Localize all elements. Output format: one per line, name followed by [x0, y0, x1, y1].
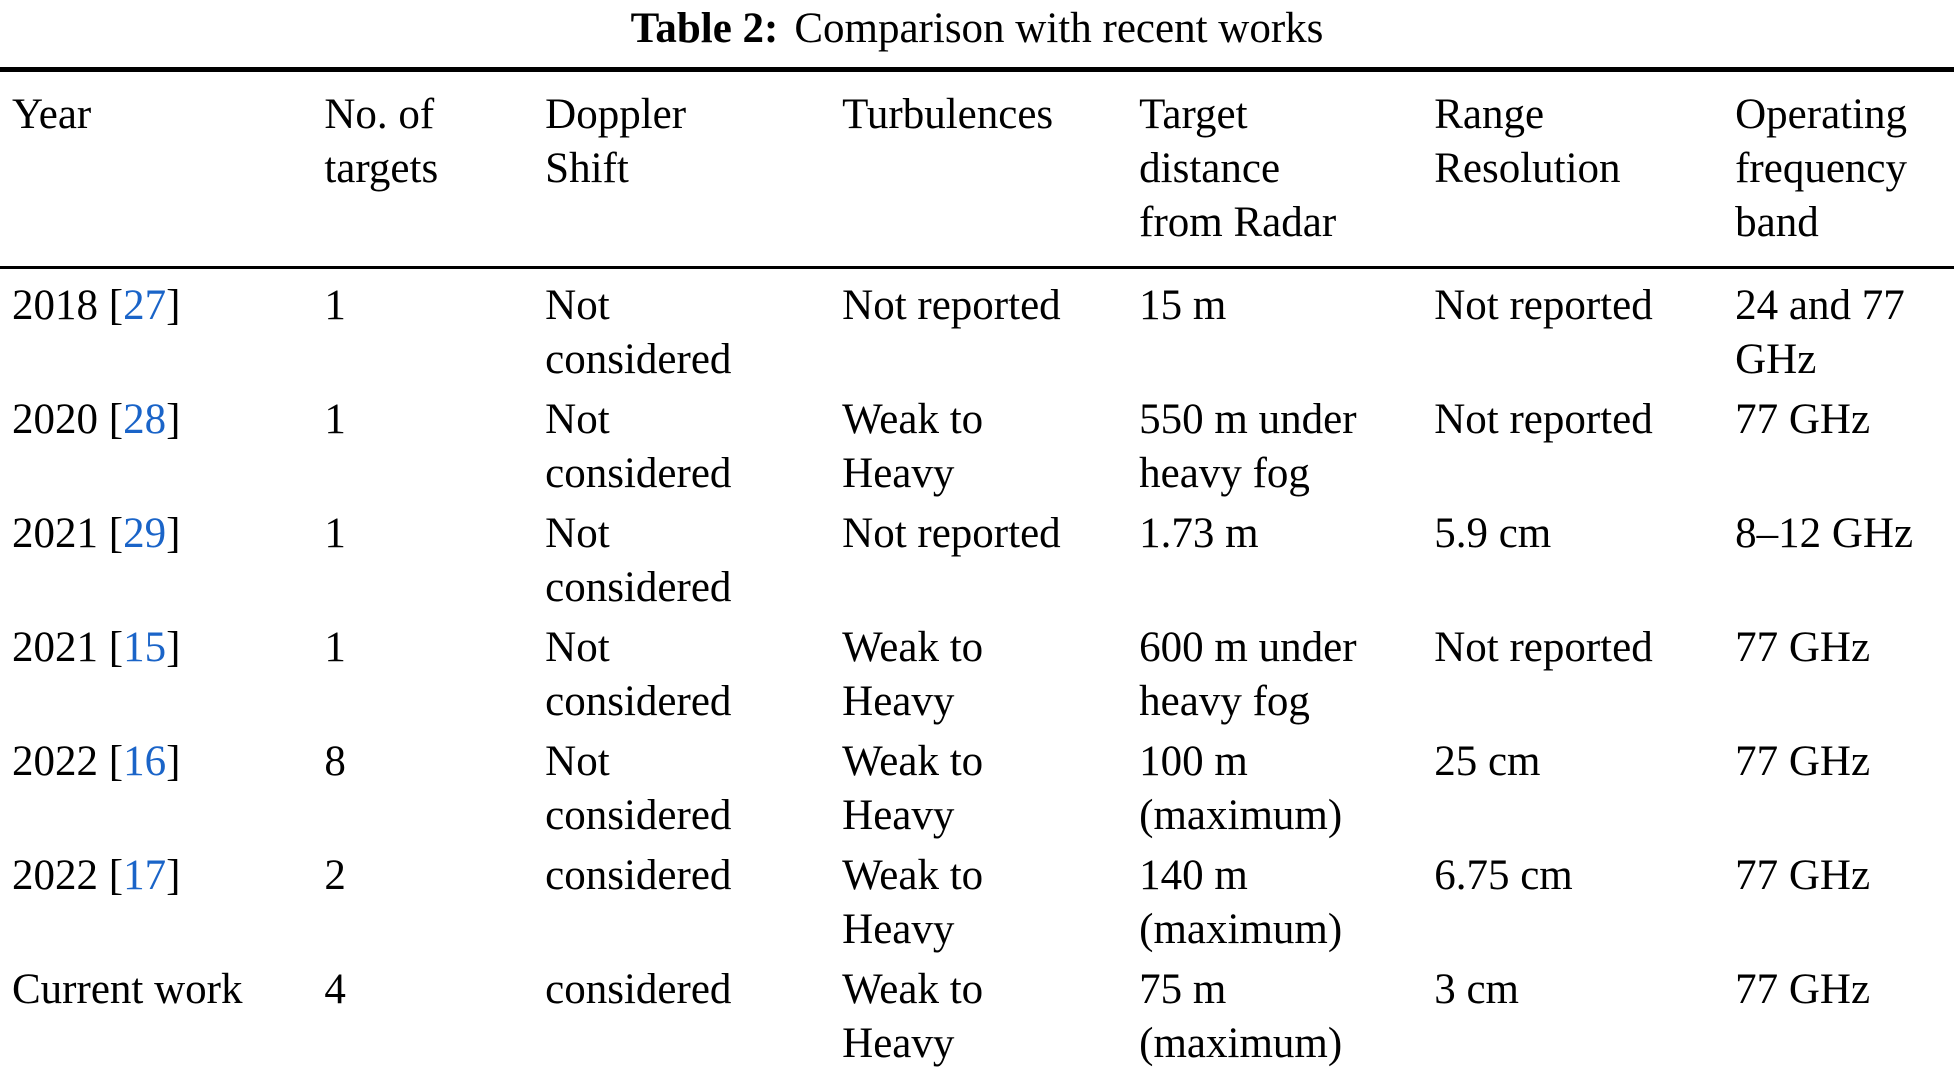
column-header-doppler-shift: Doppler Shift — [545, 69, 843, 269]
cell-turbulences: Not reported — [842, 510, 1061, 557]
cell-year: 2020 [28] — [0, 390, 324, 504]
cell-targets: 1 — [324, 396, 346, 443]
cell-year: 2018 [27] — [0, 268, 324, 391]
table-row: 2018 [27] 1 Not considered Not reported 15 m… — [0, 268, 1954, 391]
year-text: 2022 — [12, 738, 98, 785]
citation-bracket-open: [ — [98, 738, 124, 785]
table-row: 2020 [28] 1 Not considered Weak to Heavy 550… — [0, 390, 1954, 504]
citation-bracket-close: ] — [166, 282, 181, 329]
citation-bracket-open: [ — [98, 510, 124, 557]
citation-bracket-open: [ — [98, 282, 124, 329]
cell-turbulences: Not reported — [842, 282, 1061, 329]
cell-doppler-shift: Not considered — [545, 510, 732, 611]
header-row: Year No. of targets Doppler Shift Turbulenc… — [0, 69, 1954, 269]
table-caption-label: Table 2: — [630, 5, 779, 52]
citation-bracket-close: ] — [166, 624, 181, 671]
citation-link[interactable]: 16 — [123, 738, 167, 785]
cell-turbulences: Weak to Heavy — [842, 624, 984, 725]
cell-target-distance: 140 m (maximum) — [1139, 852, 1343, 953]
citation-bracket-open: [ — [98, 852, 124, 899]
table-caption-text: Comparison with recent works — [794, 5, 1324, 52]
citation-link[interactable]: 28 — [123, 396, 167, 443]
cell-target-distance: 600 m under heavy fog — [1139, 624, 1357, 725]
year-text: 2020 — [12, 396, 98, 443]
cell-frequency-band: 77 GHz — [1735, 396, 1871, 443]
citation-bracket-close: ] — [166, 396, 181, 443]
citation-bracket-close: ] — [166, 510, 181, 557]
cell-range-resolution: 3 cm — [1434, 966, 1519, 1013]
year-text: 2021 — [12, 624, 98, 671]
cell-range-resolution: Not reported — [1434, 282, 1653, 329]
cell-doppler-shift: considered — [545, 966, 732, 1013]
cell-doppler-shift: Not considered — [545, 282, 732, 383]
table-caption: Table 2: Comparison with recent works — [0, 0, 1954, 54]
cell-frequency-band: 77 GHz — [1735, 852, 1871, 899]
table-row: 2021 [15] 1 Not considered Weak to Heavy 600… — [0, 618, 1954, 732]
cell-year: 2022 [17] — [0, 846, 324, 960]
citation-link[interactable]: 15 — [123, 624, 167, 671]
column-header-turbulences: Turbulences — [842, 69, 1140, 269]
cell-range-resolution: 25 cm — [1434, 738, 1541, 785]
cell-frequency-band: 77 GHz — [1735, 624, 1871, 671]
cell-range-resolution: 5.9 cm — [1434, 510, 1552, 557]
cell-target-distance: 75 m (maximum) — [1139, 966, 1343, 1067]
table-row: 2022 [16] 8 Not considered Weak to Heavy 100… — [0, 732, 1954, 846]
cell-turbulences: Weak to Heavy — [842, 396, 984, 497]
table-row: 2021 [29] 1 Not considered Not reported 1.73… — [0, 504, 1954, 618]
cell-doppler-shift: Not considered — [545, 738, 732, 839]
year-text: 2021 — [12, 510, 98, 557]
cell-target-distance: 100 m (maximum) — [1139, 738, 1343, 839]
cell-doppler-shift: considered — [545, 852, 732, 899]
table-row: 2022 [17] 2 considered Weak to Heavy 140 m (… — [0, 846, 1954, 960]
column-header-frequency-band: Operating frequency band — [1735, 69, 1954, 269]
column-header-targets: No. of targets — [324, 69, 546, 269]
year-text: Current work — [12, 966, 243, 1013]
citation-link[interactable]: 27 — [123, 282, 167, 329]
cell-year: 2021 [15] — [0, 618, 324, 732]
comparison-table: Year No. of targets Doppler Shift Turbulenc… — [0, 67, 1954, 1079]
cell-range-resolution: Not reported — [1434, 624, 1653, 671]
cell-doppler-shift: Not considered — [545, 624, 732, 725]
cell-frequency-band: 77 GHz — [1735, 966, 1871, 1013]
citation-bracket-close: ] — [166, 852, 181, 899]
cell-year: Current work — [0, 960, 324, 1079]
column-header-target-distance: Target distance from Radar — [1139, 69, 1435, 269]
citation-link[interactable]: 17 — [123, 852, 167, 899]
cell-targets: 8 — [324, 738, 346, 785]
cell-targets: 1 — [324, 624, 346, 671]
cell-target-distance: 1.73 m — [1139, 510, 1259, 557]
cell-doppler-shift: Not considered — [545, 396, 732, 497]
citation-link[interactable]: 29 — [123, 510, 167, 557]
cell-turbulences: Weak to Heavy — [842, 852, 984, 953]
column-header-range-resolution: Range Resolution — [1434, 69, 1736, 269]
cell-turbulences: Weak to Heavy — [842, 966, 984, 1067]
table-row: Current work 4 considered Weak to Heavy 75 m… — [0, 960, 1954, 1079]
cell-year: 2021 [29] — [0, 504, 324, 618]
cell-frequency-band: 8–12 GHz — [1735, 510, 1914, 557]
cell-targets: 1 — [324, 282, 346, 329]
cell-target-distance: 550 m under heavy fog — [1139, 396, 1357, 497]
citation-bracket-open: [ — [98, 396, 124, 443]
citation-bracket-open: [ — [98, 624, 124, 671]
cell-turbulences: Weak to Heavy — [842, 738, 984, 839]
citation-bracket-close: ] — [166, 738, 181, 785]
column-header-year: Year — [0, 69, 325, 269]
year-text: 2018 — [12, 282, 98, 329]
cell-target-distance: 15 m — [1139, 282, 1227, 329]
cell-range-resolution: Not reported — [1434, 396, 1653, 443]
cell-targets: 1 — [324, 510, 346, 557]
cell-range-resolution: 6.75 cm — [1434, 852, 1573, 899]
cell-year: 2022 [16] — [0, 732, 324, 846]
cell-targets: 4 — [324, 966, 346, 1013]
cell-frequency-band: 77 GHz — [1735, 738, 1871, 785]
year-text: 2022 — [12, 852, 98, 899]
cell-frequency-band: 24 and 77 GHz — [1735, 282, 1905, 383]
cell-targets: 2 — [324, 852, 346, 899]
